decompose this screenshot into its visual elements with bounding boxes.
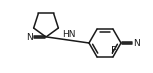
Text: HN: HN — [62, 30, 75, 39]
Text: N: N — [133, 38, 140, 48]
Text: F: F — [111, 46, 117, 56]
Text: N: N — [26, 32, 33, 41]
